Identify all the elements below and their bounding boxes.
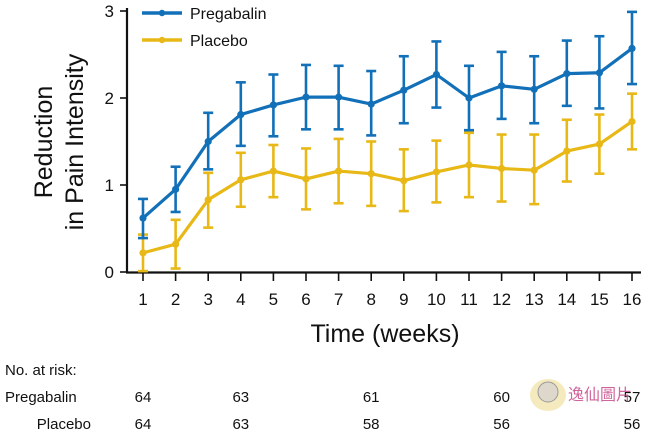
risk-table-header: No. at risk: [5, 362, 77, 379]
x-tick-label: 10 [427, 290, 446, 309]
data-point-pregabalin [498, 82, 506, 90]
data-point-placebo [204, 196, 212, 204]
data-point-placebo [595, 140, 604, 148]
x-axis-title: Time (weeks) [310, 320, 459, 348]
risk-value-pregabalin: 63 [232, 389, 249, 406]
x-tick-label: 12 [492, 290, 511, 309]
data-point-pregabalin [237, 110, 245, 119]
watermark-text: 逸仙圖片 [568, 385, 632, 404]
y-ticks: 0 1 2 3 [105, 2, 127, 282]
risk-value-pregabalin: 64 [135, 389, 152, 406]
series-line-placebo [142, 120, 633, 255]
legend-label-pregabalin: Pregabalin [190, 6, 267, 23]
risk-value-pregabalin: 57 [624, 389, 641, 406]
data-point-pregabalin [563, 70, 571, 78]
data-point-pregabalin [432, 70, 440, 79]
risk-value-placebo: 56 [624, 416, 641, 433]
data-point-pregabalin [628, 44, 636, 53]
data-point-placebo [367, 170, 375, 178]
data-point-pregabalin [269, 101, 277, 109]
y-axis-title-line-1: Reduction [30, 86, 58, 199]
y-axis-title-line-2: in Pain Intensity [61, 53, 89, 230]
risk-value-placebo: 63 [232, 416, 249, 433]
x-tick-label: 9 [399, 290, 408, 309]
legend-item-placebo: Placebo [142, 33, 248, 50]
x-tick-label: 15 [590, 290, 609, 309]
x-ticks: 1 2 3 4 5 6 7 8 9 10 11 12 13 14 15 16 [138, 273, 641, 309]
y-axis-title: Reduction in Pain Intensity [30, 53, 89, 230]
risk-value-pregabalin: 61 [363, 389, 380, 406]
data-point-placebo [269, 167, 277, 175]
data-point-pregabalin [530, 85, 538, 93]
data-point-placebo [139, 249, 147, 257]
series-pregabalin [138, 10, 637, 240]
y-tick-label: 0 [105, 263, 114, 282]
data-point-placebo [432, 168, 440, 176]
risk-row-label-placebo: Placebo [37, 416, 91, 433]
data-point-placebo [172, 240, 180, 248]
risk-value-placebo: 58 [363, 416, 380, 433]
data-point-pregabalin [204, 137, 212, 146]
x-tick-label: 8 [366, 290, 375, 309]
x-tick-label: 1 [138, 290, 147, 309]
x-tick-label: 11 [460, 290, 478, 309]
data-point-placebo [465, 161, 473, 169]
data-point-pregabalin [139, 214, 147, 222]
data-point-pregabalin [367, 100, 375, 108]
data-point-placebo [498, 164, 506, 173]
x-tick-label: 7 [334, 290, 343, 309]
x-tick-label: 2 [171, 290, 180, 309]
data-point-placebo [400, 177, 408, 185]
legend-marker-placebo [158, 36, 166, 44]
data-point-pregabalin [335, 93, 343, 101]
y-tick-label: 3 [105, 2, 114, 21]
data-point-placebo [335, 167, 343, 175]
risk-row-label-pregabalin: Pregabalin [5, 389, 77, 406]
risk-value-placebo: 56 [493, 416, 510, 433]
risk-table: No. at risk: Pregabalin Placebo 64 63 61 60… [5, 362, 640, 433]
data-point-pregabalin [302, 93, 310, 101]
x-tick-label: 14 [557, 290, 576, 309]
x-tick-label: 4 [236, 290, 245, 309]
y-tick-label: 1 [105, 176, 114, 195]
series-line-pregabalin [141, 47, 633, 220]
data-point-pregabalin [595, 69, 604, 77]
data-point-pregabalin [172, 185, 180, 193]
series-placebo [138, 92, 637, 273]
x-tick-label: 3 [203, 290, 212, 309]
legend-label-placebo: Placebo [190, 33, 248, 50]
x-tick-label: 5 [269, 290, 278, 309]
x-tick-label: 13 [525, 290, 544, 309]
legend-item-pregabalin: Pregabalin [142, 6, 267, 23]
data-point-pregabalin [400, 86, 408, 94]
legend-marker-pregabalin [158, 9, 166, 17]
data-point-placebo [628, 117, 636, 126]
risk-value-pregabalin: 60 [493, 389, 510, 406]
data-point-placebo [530, 166, 538, 174]
data-point-pregabalin [465, 94, 473, 102]
series-layer [138, 10, 637, 273]
data-point-placebo [302, 175, 310, 183]
risk-values: 64 63 61 60 57 64 63 58 56 56 [135, 389, 641, 433]
x-tick-label: 16 [623, 290, 642, 309]
watermark: 逸仙圖片 [530, 379, 632, 411]
data-point-placebo [563, 147, 571, 155]
y-tick-label: 2 [105, 89, 114, 108]
data-point-placebo [237, 176, 245, 184]
risk-value-placebo: 64 [135, 416, 152, 433]
watermark-portrait-icon [537, 381, 559, 403]
x-tick-label: 6 [301, 290, 310, 309]
legend: Pregabalin Placebo [142, 6, 267, 50]
